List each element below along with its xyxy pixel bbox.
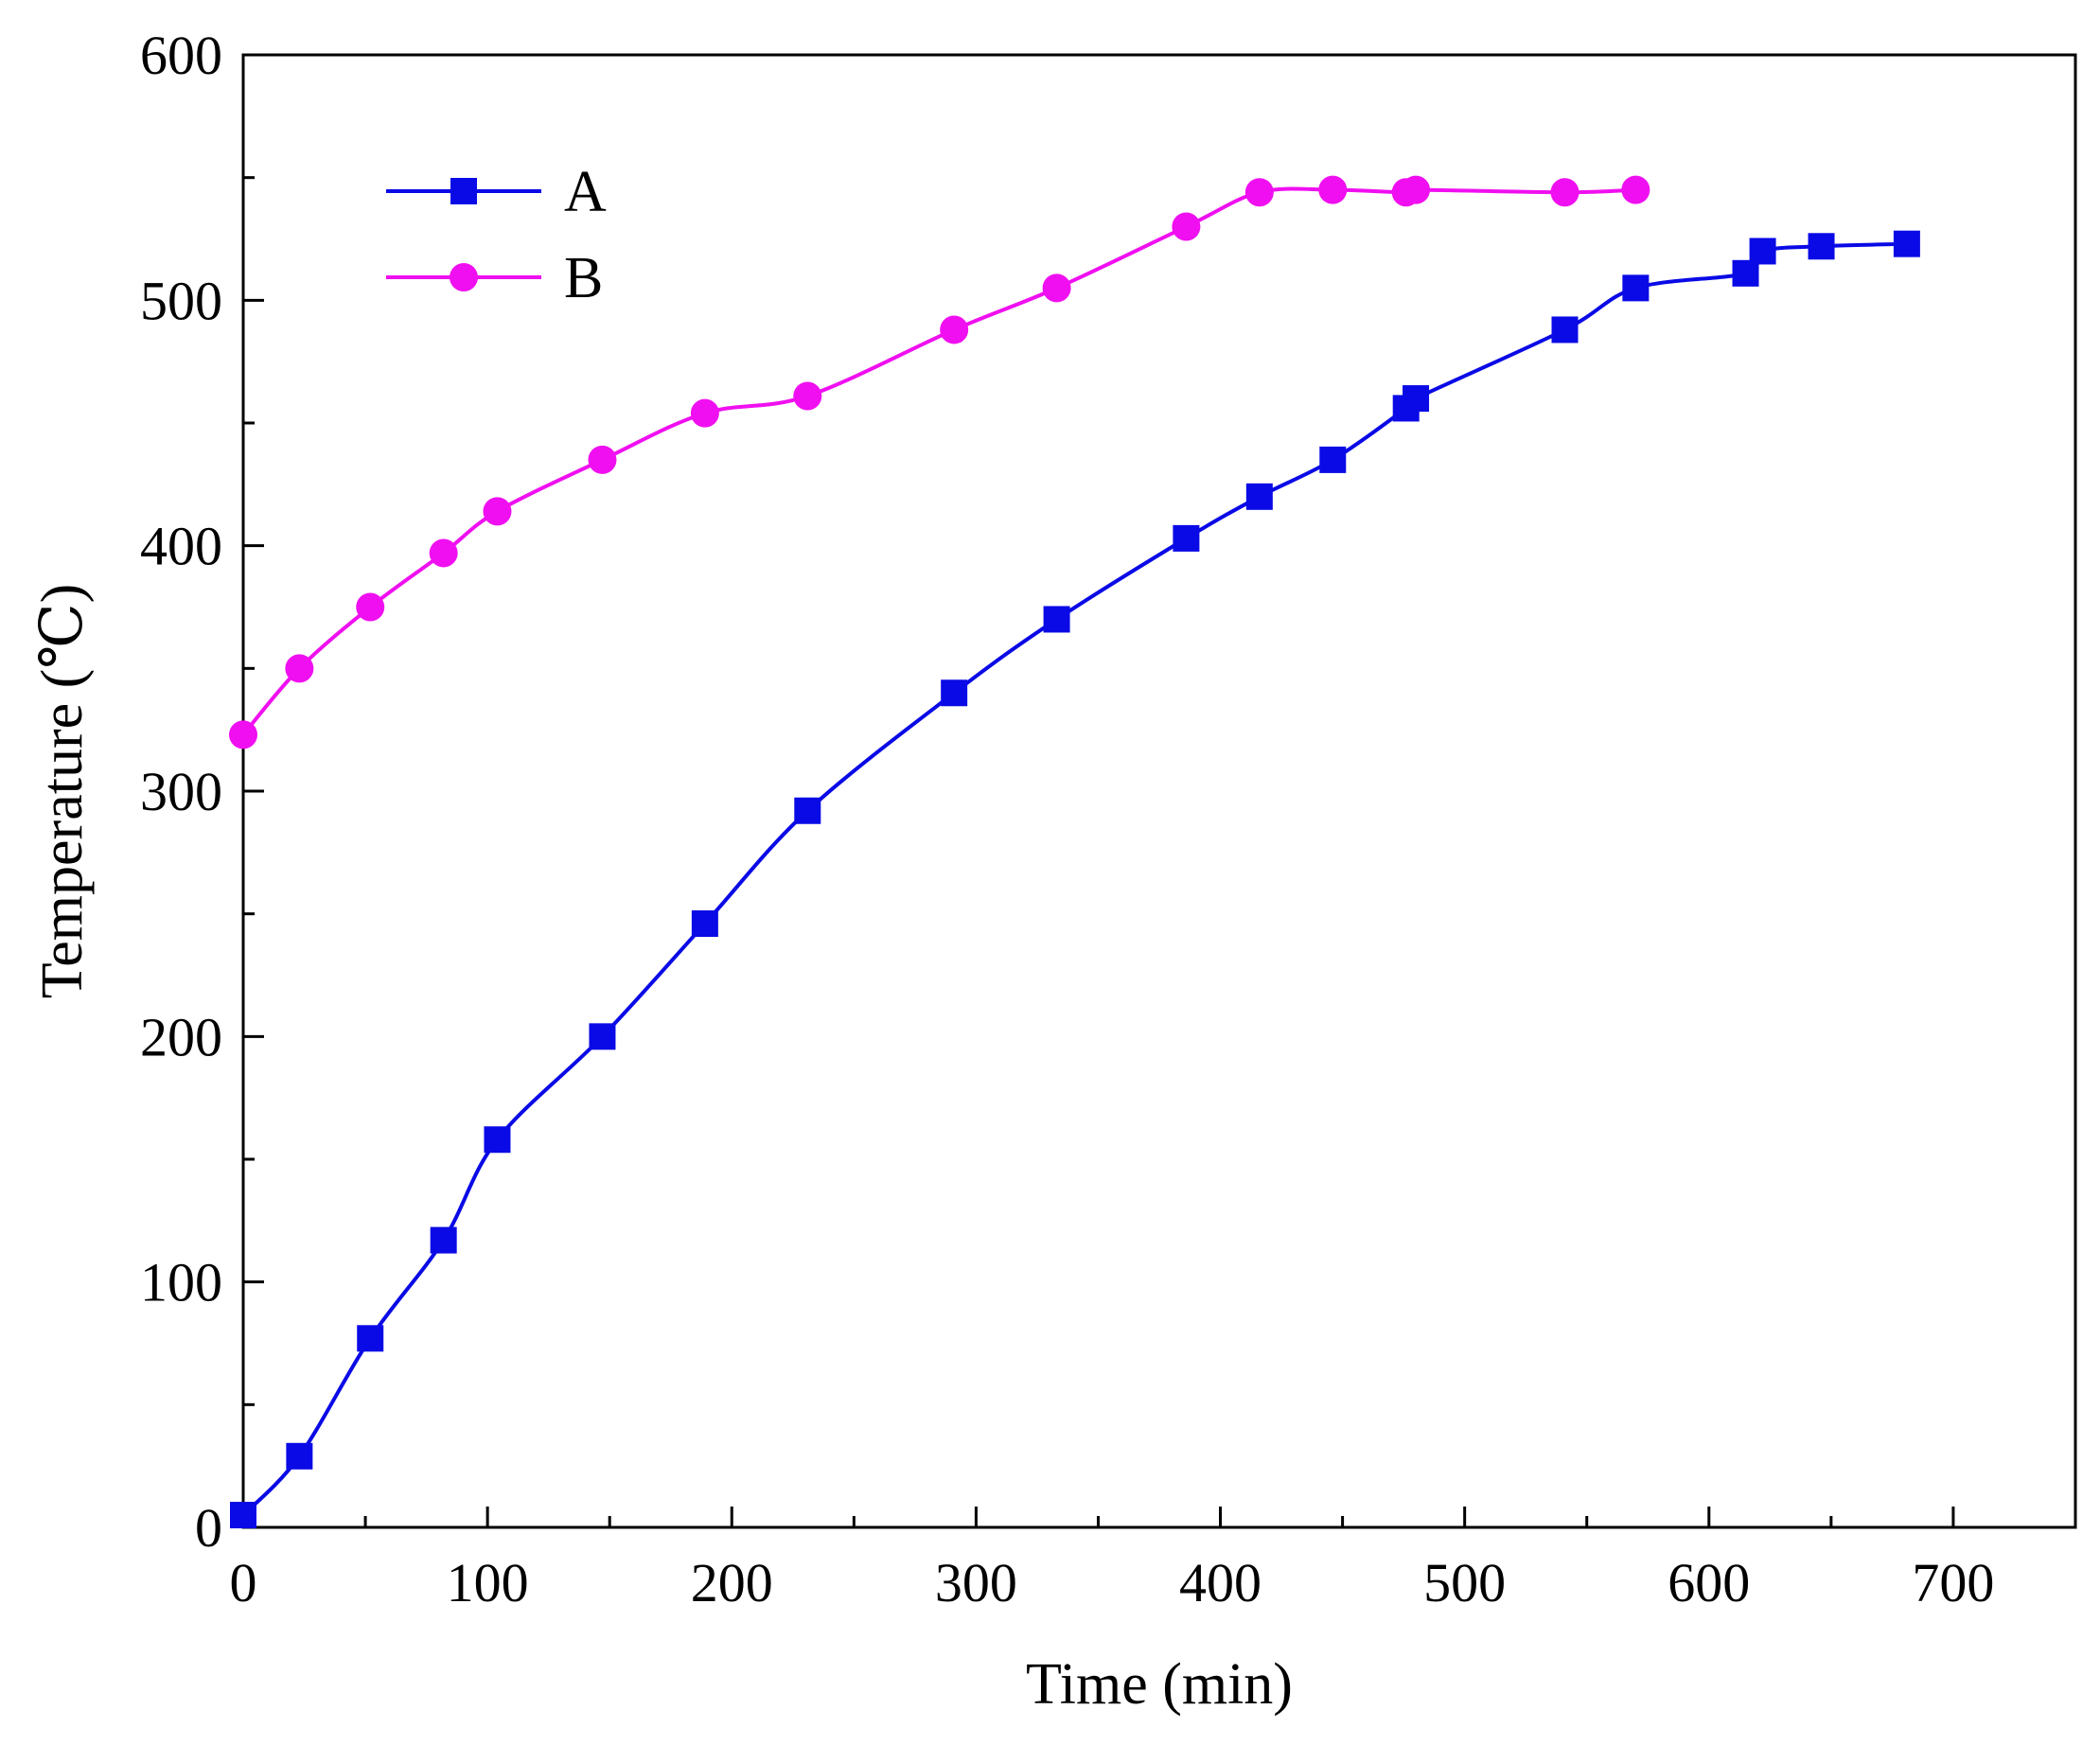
y-axis-tick-labels: 0 100 200 300 400 500 600 (140, 25, 222, 1559)
series-b-point (356, 592, 385, 622)
series-a-point (794, 797, 821, 824)
y-axis-title: Temperature (℃) (30, 584, 95, 999)
series-a-point (357, 1325, 384, 1352)
series-a-point (230, 1502, 256, 1529)
x-tick-label: 300 (935, 1552, 1017, 1613)
legend-label: A (564, 160, 607, 224)
series-b-point (588, 445, 617, 474)
series-a-point (1173, 524, 1200, 552)
series-a-point (1245, 483, 1273, 510)
legend: AB (386, 160, 607, 310)
series-a-point (1403, 385, 1430, 413)
x-tick-label: 600 (1668, 1552, 1750, 1613)
series-a-point (1808, 233, 1835, 260)
series-layer (229, 175, 1920, 1529)
series-b-point (1621, 175, 1650, 204)
series-a-point (1622, 274, 1650, 302)
series-a-point (484, 1126, 511, 1154)
series-a-point (286, 1442, 313, 1470)
series-b-point (229, 720, 257, 749)
series-b-point (285, 654, 314, 683)
y-tick-label: 600 (140, 25, 222, 86)
series-a-point (1732, 259, 1759, 287)
y-tick-label: 300 (140, 761, 222, 822)
y-tick-label: 0 (195, 1497, 222, 1559)
series-a (230, 230, 1920, 1529)
series-b-point (1318, 175, 1348, 204)
x-axis-title: Time (min) (1026, 1652, 1293, 1717)
series-b-point (483, 497, 512, 526)
x-tick-label: 500 (1423, 1552, 1506, 1613)
y-tick-label: 500 (140, 270, 222, 331)
y-tick-label: 200 (140, 1006, 222, 1067)
axis-ticks (241, 53, 1955, 1529)
series-a-point (1893, 230, 1920, 257)
series-b-point (690, 398, 719, 428)
series-b-point (1172, 212, 1201, 241)
legend-item-b: B (386, 246, 603, 310)
legend-swatch-marker (450, 178, 477, 204)
series-a-point (941, 679, 968, 707)
series-b-point (1402, 175, 1431, 204)
series-b-point (1042, 273, 1071, 303)
series-a-point (589, 1023, 616, 1050)
legend-item-a: A (386, 160, 607, 224)
series-a-point (1749, 238, 1776, 265)
series-b-point (1550, 178, 1579, 207)
series-a-point (430, 1226, 457, 1254)
series-a-point (1043, 606, 1070, 633)
series-a-point (1551, 316, 1579, 344)
series-a-point (1319, 446, 1347, 473)
legend-swatch-marker (450, 263, 478, 291)
y-tick-label: 400 (140, 516, 222, 577)
x-tick-label: 200 (691, 1552, 773, 1613)
x-axis-tick-labels: 0 100 200 300 400 500 600 700 (230, 1552, 1995, 1613)
x-tick-label: 400 (1179, 1552, 1262, 1613)
x-tick-label: 100 (447, 1552, 529, 1613)
x-tick-label: 700 (1912, 1552, 1994, 1613)
y-tick-label: 100 (140, 1252, 222, 1313)
series-b (229, 175, 1650, 749)
series-b-point (940, 315, 969, 344)
series-b-point (793, 381, 822, 411)
legend-label: B (564, 246, 603, 310)
series-b-point (429, 538, 458, 568)
series-a-point (691, 910, 718, 938)
x-tick-label: 0 (230, 1552, 257, 1613)
series-b-point (1244, 178, 1274, 207)
